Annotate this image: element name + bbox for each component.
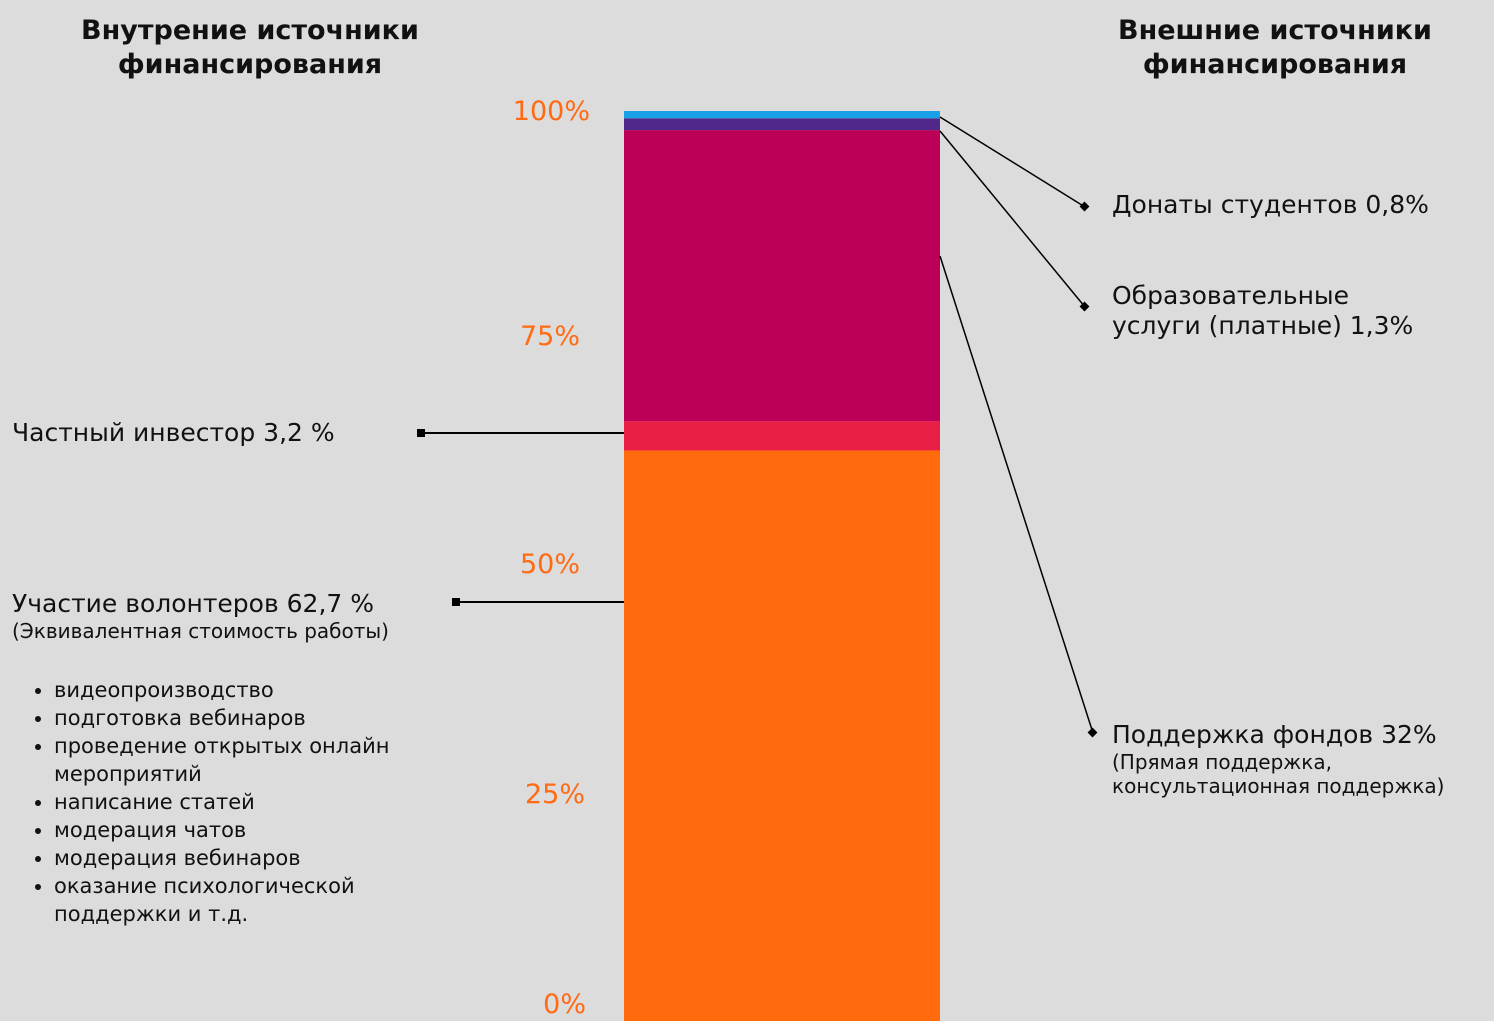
funds-leader-line xyxy=(939,255,1094,734)
funds-leader-marker xyxy=(1087,727,1098,738)
y-tick-label: 100% xyxy=(512,96,590,127)
volunteer-activities-list: видеопроизводство подготовка вебинаров п… xyxy=(30,676,474,928)
services-leader-marker xyxy=(1079,301,1090,312)
label-text: услуги (платные) xyxy=(1112,311,1350,340)
services-label: Образовательные услуги (платные) 1,3% xyxy=(1112,281,1413,341)
donations-leader-marker xyxy=(1079,201,1090,212)
header-line: финансирования xyxy=(1142,49,1408,80)
y-tick-label: 0% xyxy=(543,989,586,1020)
list-item: написание статей xyxy=(54,788,474,816)
bar-segment-1 xyxy=(624,421,940,451)
bar-segment-0 xyxy=(624,450,940,1021)
list-item: подготовка вебинаров xyxy=(54,704,474,732)
label-subtext: консультационная поддержка) xyxy=(1112,774,1445,798)
external-sources-header: Внешние источники финансирования xyxy=(1080,14,1470,82)
funds-label: Поддержка фондов 32% (Прямая поддержка, … xyxy=(1112,720,1444,798)
internal-sources-header: Внутрение источники финансирования xyxy=(60,14,440,82)
label-text: Поддержка фондов xyxy=(1112,720,1382,749)
label-text: Частный инвестор xyxy=(12,418,264,447)
label-text: Участие волонтеров xyxy=(12,589,287,618)
donations-label: Донаты студентов 0,8% xyxy=(1112,190,1429,220)
volunteers-leader-marker xyxy=(452,598,460,606)
label-subtext: (Прямая поддержка, xyxy=(1112,750,1332,774)
bar-segment-4 xyxy=(624,111,940,119)
investor-label: Частный инвестор 3,2 % xyxy=(12,418,335,448)
label-value: 32% xyxy=(1381,720,1437,749)
header-line: Внешние источники xyxy=(1118,15,1432,46)
list-item: проведение открытых онлайн мероприятий xyxy=(54,732,474,788)
list-item: видеопроизводство xyxy=(54,676,474,704)
header-line: финансирования xyxy=(117,49,383,80)
label-value: 0,8% xyxy=(1365,190,1429,219)
header-line: Внутрение источники xyxy=(81,15,419,46)
bar-segment-3 xyxy=(624,118,940,131)
y-tick-label: 50% xyxy=(519,549,580,580)
list-item: модерация вебинаров xyxy=(54,844,474,872)
list-item: оказание психологической поддержки и т.д… xyxy=(54,872,474,928)
y-tick-label: 25% xyxy=(524,779,585,810)
donations-leader-line xyxy=(939,116,1086,208)
label-value: 1,3% xyxy=(1349,311,1414,340)
investor-leader-marker xyxy=(417,429,425,437)
label-subtext: (Эквивалентная стоимость работы) xyxy=(12,619,389,643)
services-leader-line xyxy=(939,130,1086,308)
volunteers-label: Участие волонтеров 62,7 % (Эквивалентная… xyxy=(12,589,389,643)
y-tick-label: 75% xyxy=(519,321,580,352)
label-value: 3,2 % xyxy=(263,418,335,447)
label-text: Образовательные xyxy=(1112,281,1350,310)
list-item: модерация чатов xyxy=(54,816,474,844)
label-text: Донаты студентов xyxy=(1112,190,1366,219)
bar-segment-2 xyxy=(624,130,940,422)
label-value: 62,7 % xyxy=(286,589,375,618)
